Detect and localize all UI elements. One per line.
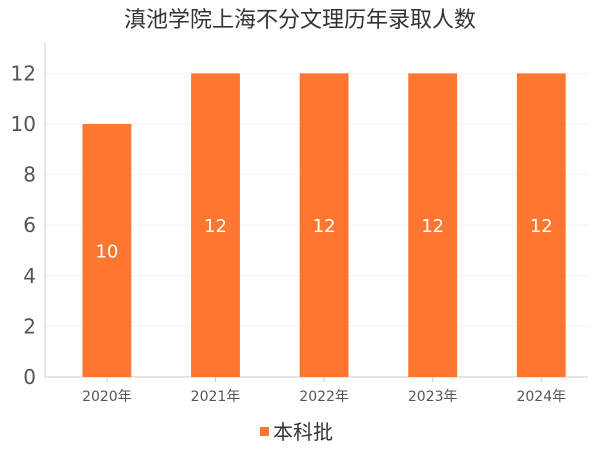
y-tick-label: 6 [23, 213, 36, 237]
x-tick-label: 2021年 [191, 389, 241, 405]
legend-label: 本科批 [273, 420, 333, 444]
legend[interactable]: 本科批 [260, 420, 333, 444]
x-tick-label: 2024年 [516, 389, 566, 405]
x-axis-ticks: 2020年 2021年 2022年 2023年 2024年 [82, 377, 566, 405]
bars: 10 12 12 12 12 [82, 73, 566, 377]
y-tick-label: 0 [23, 365, 36, 389]
bar[interactable] [191, 73, 240, 377]
y-tick-label: 12 [11, 61, 36, 85]
x-tick-label: 2020年 [82, 389, 132, 405]
y-tick-label: 2 [23, 314, 36, 338]
bar-value-label: 12 [421, 216, 444, 237]
y-axis-ticks: 0 2 4 6 8 10 12 [11, 61, 36, 389]
chart-title: 滇池学院上海不分文理历年录取人数 [124, 8, 476, 33]
legend-swatch [260, 427, 269, 436]
bar-value-label: 12 [530, 216, 553, 237]
bar[interactable] [82, 123, 132, 377]
x-tick-label: 2023年 [408, 389, 458, 405]
bar[interactable] [299, 73, 349, 377]
bar-value-label: 10 [95, 241, 118, 262]
bar-value-label: 12 [204, 216, 227, 237]
bar-value-label: 12 [313, 216, 336, 237]
bar[interactable] [516, 73, 566, 377]
y-tick-label: 4 [23, 264, 36, 288]
y-tick-label: 8 [23, 163, 36, 187]
bar[interactable] [408, 73, 458, 377]
y-tick-label: 10 [11, 112, 36, 136]
x-tick-label: 2022年 [299, 389, 349, 405]
